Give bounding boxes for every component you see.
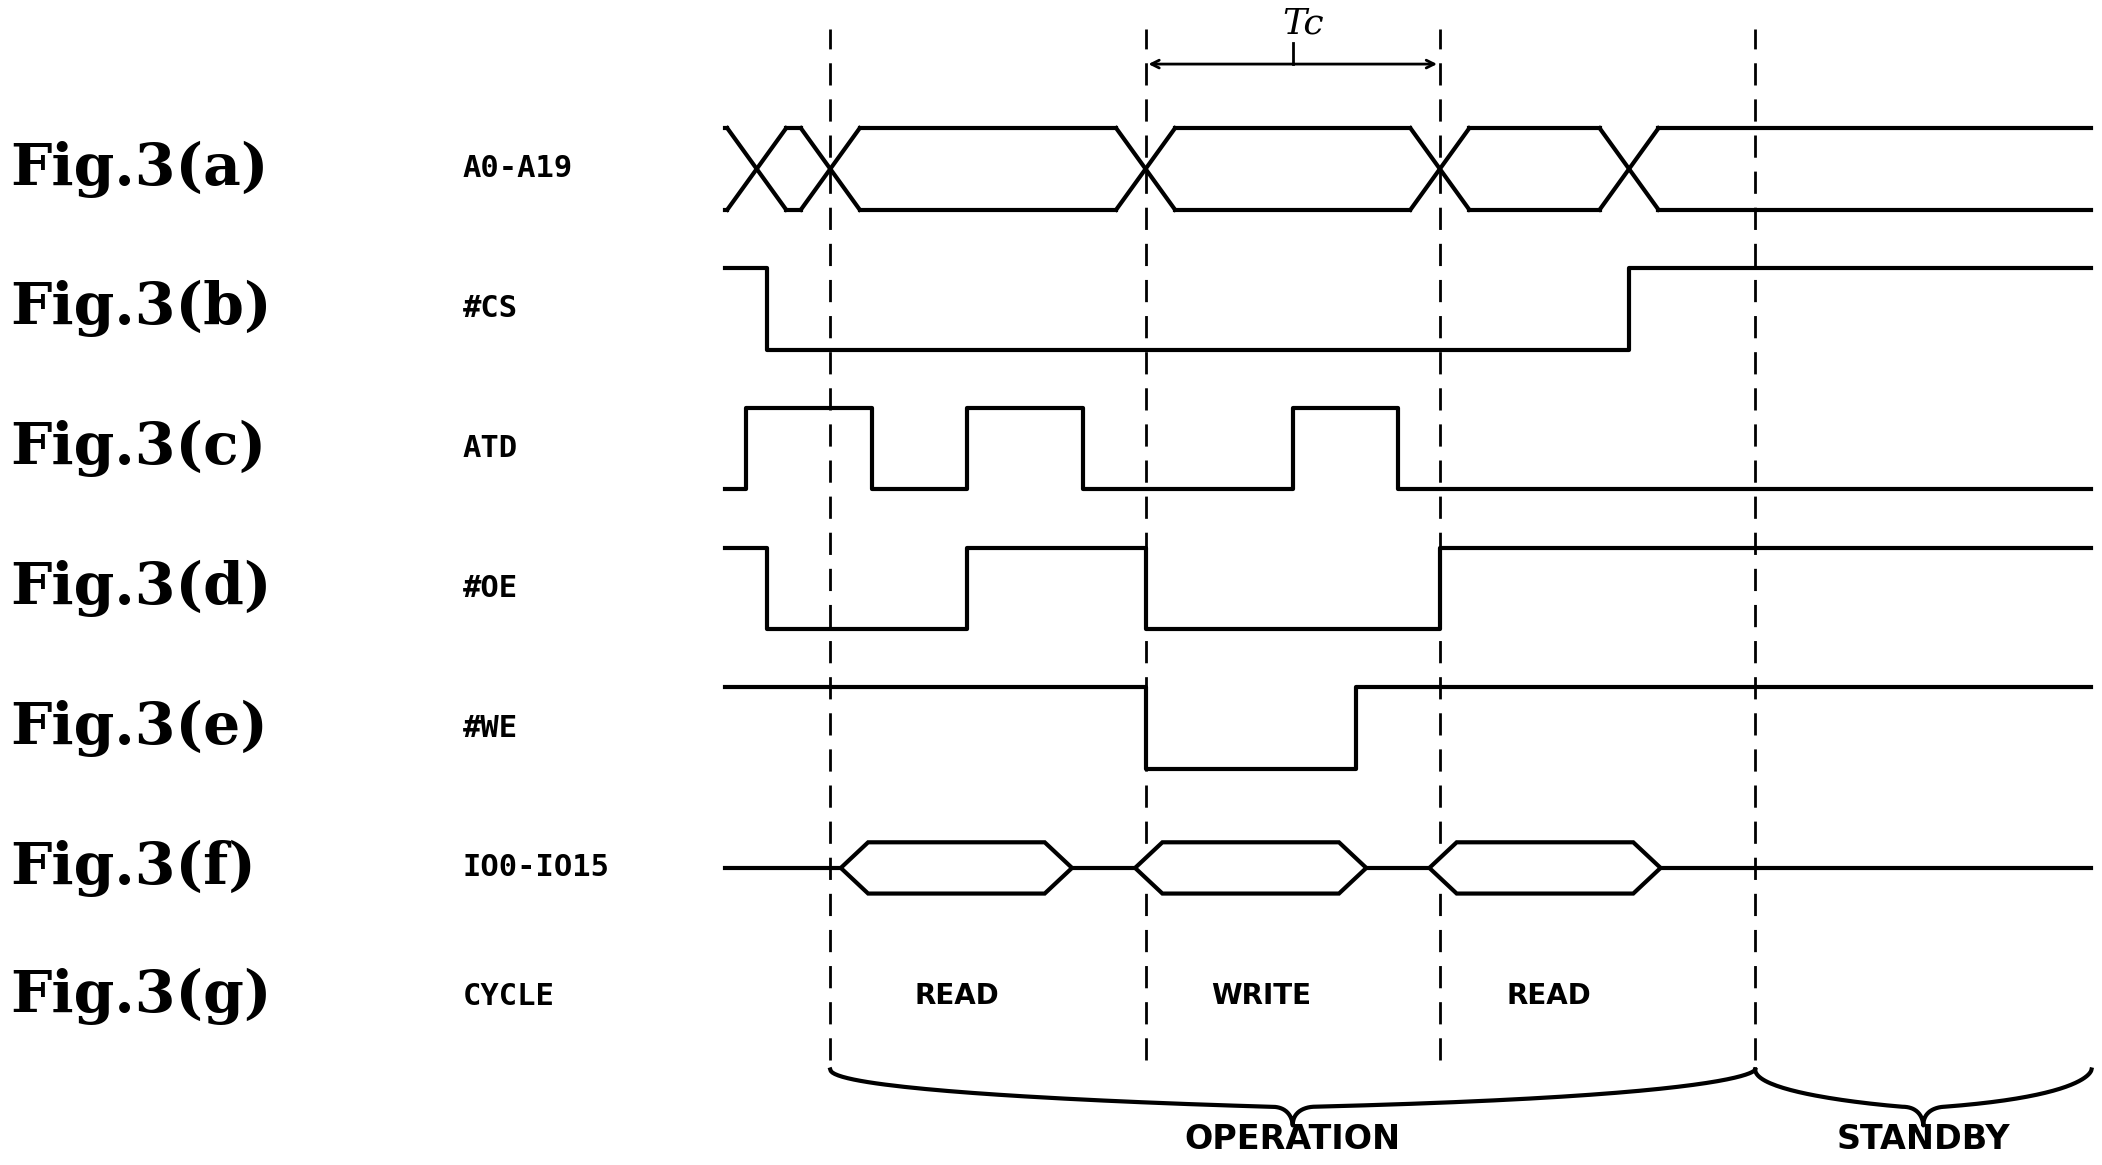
Text: ATD: ATD [462, 435, 517, 463]
Text: Tc: Tc [1282, 7, 1324, 41]
Text: CYCLE: CYCLE [462, 982, 555, 1010]
Text: A0-A19: A0-A19 [462, 155, 572, 183]
Text: #WE: #WE [462, 714, 517, 742]
Text: #CS: #CS [462, 295, 517, 323]
Text: Fig.3(b): Fig.3(b) [11, 280, 271, 338]
Text: READ: READ [914, 982, 998, 1010]
Polygon shape [841, 842, 1072, 894]
Text: IO0-IO15: IO0-IO15 [462, 854, 610, 882]
Text: WRITE: WRITE [1211, 982, 1312, 1010]
Text: READ: READ [1507, 982, 1591, 1010]
Text: #OE: #OE [462, 574, 517, 602]
Text: Fig.3(g): Fig.3(g) [11, 967, 271, 1025]
Polygon shape [1429, 842, 1661, 894]
Text: OPERATION: OPERATION [1186, 1123, 1400, 1156]
Text: Fig.3(e): Fig.3(e) [11, 699, 269, 757]
Text: Fig.3(c): Fig.3(c) [11, 419, 267, 478]
Text: Fig.3(d): Fig.3(d) [11, 559, 271, 617]
Text: STANDBY: STANDBY [1837, 1123, 2010, 1156]
Text: Fig.3(f): Fig.3(f) [11, 839, 256, 897]
Text: Fig.3(a): Fig.3(a) [11, 140, 269, 198]
Polygon shape [1135, 842, 1366, 894]
